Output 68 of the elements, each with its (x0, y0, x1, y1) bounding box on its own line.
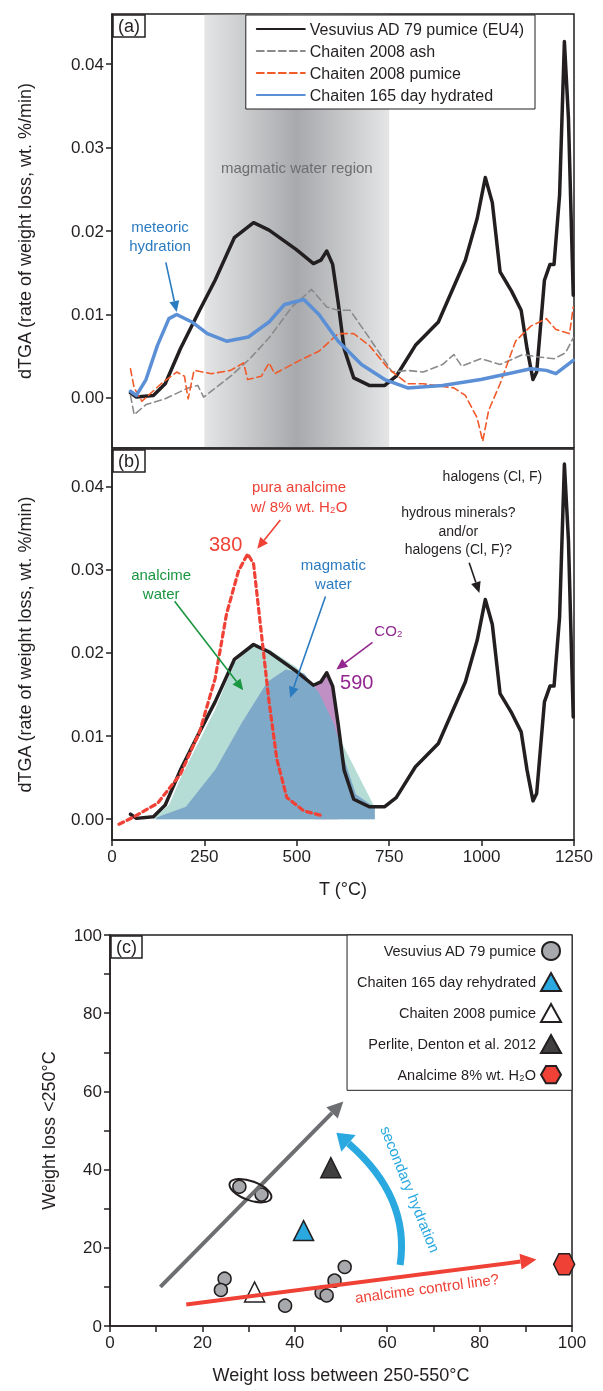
y-axis-title: dTGA (rate of weight loss, wt. %/min) (15, 82, 35, 380)
chart-title: (a) (118, 16, 140, 36)
annotation: 590 (340, 670, 374, 693)
legend-label: Analcime 8% wt. H₂O (397, 1066, 536, 1083)
annotation: CO₂ (374, 621, 403, 639)
y-tick-label: 60 (83, 1081, 102, 1101)
legend-label: Perlite, Denton et al. 2012 (368, 1036, 536, 1052)
y-tick-label: 0.03 (70, 560, 104, 580)
line-series (129, 306, 575, 443)
band-label: magmatic water region (220, 159, 373, 176)
point (277, 1298, 293, 1313)
x-tick-label: 1250 (555, 847, 593, 866)
y-tick-label: 0.00 (70, 809, 104, 829)
annotation: analcime control line? (353, 1270, 500, 1306)
point (337, 1259, 352, 1275)
point (320, 1156, 342, 1179)
y-tick-label: 0 (92, 1316, 102, 1336)
y-tick-label: 0.01 (70, 726, 104, 746)
x-axis-title: Weight loss between 250-550°C (212, 1365, 470, 1385)
x-tick-label: 80 (470, 1333, 490, 1352)
legend-label: Chaiten 165 day rehydrated (357, 974, 536, 990)
point (213, 1282, 229, 1298)
y-axis-title: Weight loss <250°C (39, 1051, 59, 1210)
y-tick-label: 0.00 (70, 388, 104, 408)
point (552, 1252, 576, 1276)
x-tick-label: 500 (282, 847, 311, 866)
x-tick-label: 0 (107, 847, 117, 866)
y-tick-label: 100 (73, 925, 102, 945)
point (292, 1219, 315, 1242)
annotation: hydrous minerals? and/or halogens (Cl, F)? (401, 504, 516, 557)
chart-title: (c) (116, 937, 137, 957)
point (232, 1179, 247, 1195)
line-series (128, 297, 576, 398)
y-tick-label: 0.02 (70, 221, 104, 241)
legend-label: Chaiten 2008 pumice (398, 1005, 536, 1021)
legend-label: Chaiten 2008 ash (309, 42, 436, 60)
annotation: meteoric hydration (129, 217, 191, 255)
line-series (129, 288, 575, 416)
y-tick-label: 0.01 (70, 304, 104, 324)
annotation: 380 (208, 532, 243, 555)
annotation: magmatic water (300, 555, 367, 593)
legend-label: Vesuvius AD 79 pumice (383, 943, 536, 959)
x-tick-label: 1000 (462, 847, 501, 866)
x-tick-label: 100 (557, 1333, 587, 1352)
legend-label: Chaiten 165 day hydrated (309, 86, 494, 104)
y-axis-title: dTGA (rate of weight loss, wt. %/min) (15, 496, 35, 793)
y-tick-label: 20 (83, 1238, 102, 1258)
point (254, 1187, 269, 1202)
legend-label: Chaiten 2008 pumice (309, 64, 462, 82)
x-tick-label: 20 (192, 1333, 212, 1352)
y-tick-label: 40 (83, 1160, 102, 1180)
annotation: halogens (Cl, F) (442, 467, 543, 484)
y-tick-label: 0.02 (70, 643, 104, 663)
y-tick-label: 0.04 (70, 54, 104, 74)
y-tick-label: 80 (83, 1003, 102, 1023)
x-axis-title: T (°C) (319, 879, 367, 899)
y-tick-label: 0.04 (70, 476, 104, 496)
chart-title: (b) (118, 451, 140, 471)
annotation: pura analcime w/ 8% wt. H₂O (249, 478, 348, 515)
x-tick-label: 750 (375, 847, 404, 866)
point (319, 1288, 334, 1303)
point (217, 1271, 232, 1286)
x-tick-label: 40 (285, 1333, 305, 1352)
legend-label: Vesuvius AD 79 pumice (EU4) (309, 20, 525, 38)
annotation: analcime water (131, 565, 192, 603)
x-tick-label: 250 (190, 847, 219, 866)
x-tick-label: 60 (377, 1333, 397, 1352)
y-tick-label: 0.03 (70, 138, 104, 158)
